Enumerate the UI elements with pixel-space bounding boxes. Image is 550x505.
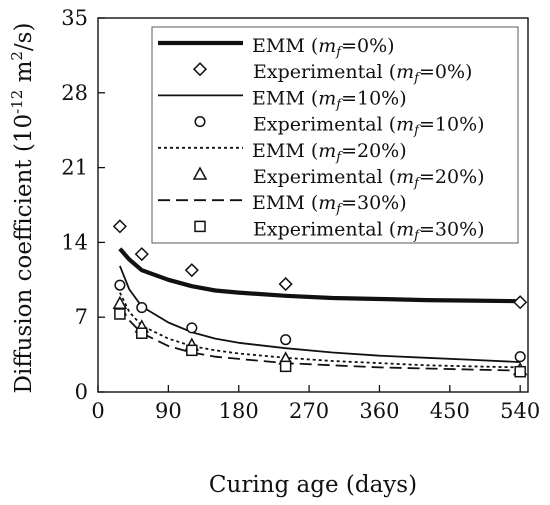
legend-label: EMM (mf=20%) xyxy=(252,140,407,165)
data-point-square xyxy=(514,365,526,378)
model-line xyxy=(119,292,521,369)
y-tick-label: 21 xyxy=(61,156,88,180)
data-point-square xyxy=(114,308,126,320)
legend: EMM (mf=0%)Experimental (mf=0%)EMM (mf=1… xyxy=(151,26,519,244)
data-point-circle xyxy=(514,351,526,363)
y-tick-label: 28 xyxy=(61,81,88,105)
y-tick-label: 0 xyxy=(75,380,88,404)
legend-label: EMM (mf=0%) xyxy=(252,35,395,60)
y-tick-label: 35 xyxy=(61,6,88,30)
x-tick-label: 180 xyxy=(219,399,259,423)
model-line xyxy=(119,304,521,372)
y-axis-title-exponent-2: 2 xyxy=(8,51,26,61)
data-point-square xyxy=(279,360,292,373)
data-point-triangle xyxy=(112,295,128,310)
y-axis-title-main: Diffusion coefficient (10 xyxy=(11,114,37,394)
series-layer xyxy=(112,219,528,378)
data-point-circle xyxy=(114,279,126,291)
data-point-diamond xyxy=(184,263,199,278)
legend-label: Experimental (mf=20%) xyxy=(253,166,485,191)
y-axis-title-exponent: -12 xyxy=(8,90,26,114)
model-line xyxy=(119,265,521,363)
x-tick-label: 270 xyxy=(289,399,329,423)
y-axis-title-unit: m xyxy=(11,60,37,89)
y-tick-label: 7 xyxy=(75,305,88,329)
model-line xyxy=(118,247,521,304)
legend-marker-triangle xyxy=(192,166,208,180)
legend-marker-square xyxy=(194,220,206,233)
data-point-square xyxy=(186,344,198,357)
x-axis-title: Curing age (days) xyxy=(209,472,417,498)
legend-label: Experimental (mf=0%) xyxy=(253,61,472,86)
x-tick-label: 360 xyxy=(359,399,399,423)
data-point-diamond xyxy=(134,247,149,262)
x-tick-label: 450 xyxy=(430,399,470,423)
legend-box xyxy=(151,26,519,244)
x-tick-label: 90 xyxy=(155,399,182,423)
legend-label: EMM (mf=10%) xyxy=(252,87,407,112)
data-point-circle xyxy=(136,302,148,314)
legend-label: Experimental (mf=10%) xyxy=(253,114,485,139)
legend-label: Experimental (mf=30%) xyxy=(253,218,485,243)
data-point-diamond xyxy=(278,277,293,292)
y-axis-title: Diffusion coefficient (10-12 m2/s) xyxy=(8,23,37,394)
data-point-diamond xyxy=(112,219,127,234)
axis-ticks: 0 90 180 270 360 450 540 0 7 14 21 28 35 xyxy=(61,6,540,423)
data-point-circle xyxy=(186,322,198,334)
data-point-circle xyxy=(280,334,292,346)
legend-marker-diamond xyxy=(192,62,208,77)
data-point-diamond xyxy=(513,295,528,310)
data-point-square xyxy=(136,327,148,339)
y-tick-label: 14 xyxy=(61,230,88,254)
plot-frame xyxy=(97,17,529,393)
x-tick-label: 0 xyxy=(91,399,104,423)
legend-marker-circle xyxy=(194,116,206,128)
x-tick-label: 540 xyxy=(500,399,540,423)
y-axis-title-tail: /s) xyxy=(11,23,37,52)
legend-label: EMM (mf=30%) xyxy=(252,192,407,217)
